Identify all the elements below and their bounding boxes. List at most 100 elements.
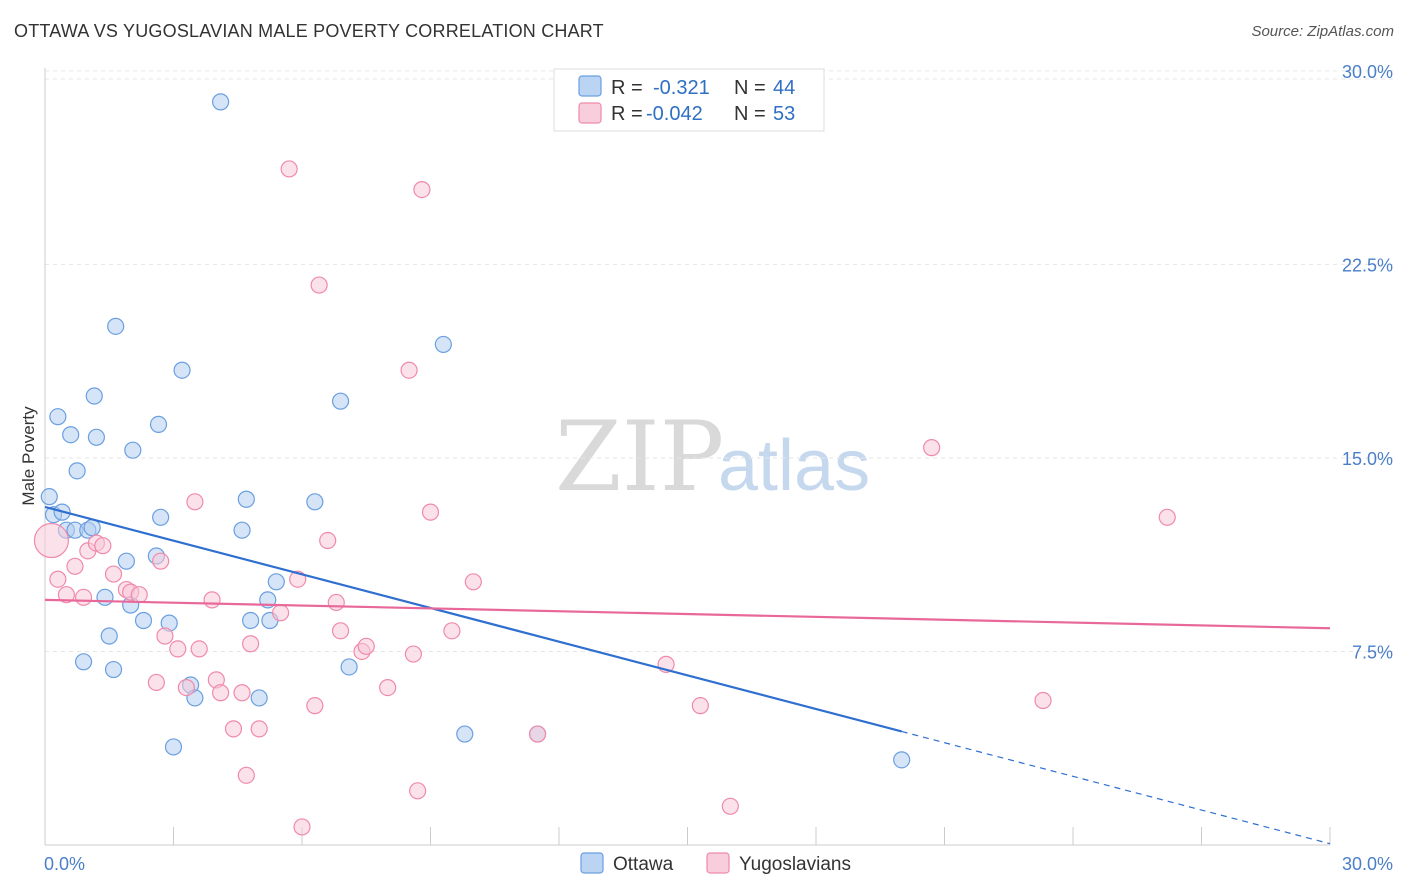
yugoslavians-point (156, 627, 174, 645)
y-tick-label: 7.5% (1352, 642, 1393, 662)
correlation-legend: R = -0.321 N = 44 R = -0.042 N = 53 (553, 68, 825, 132)
ottawa-point (83, 519, 101, 537)
x-tick-label-max: 30.0% (1342, 854, 1393, 874)
yugoslavians-point (190, 640, 208, 658)
ottawa-point (100, 627, 118, 645)
legend-r-value-yugoslavians: -0.042 (646, 103, 703, 125)
yugoslavians-point (224, 720, 243, 738)
ottawa-point (134, 611, 153, 630)
ottawa-point (434, 335, 452, 354)
ottawa-point (152, 508, 170, 526)
ottawa-point (233, 521, 251, 539)
chart-title: OTTAWA VS YUGOSLAVIAN MALE POVERTY CORRE… (14, 21, 604, 41)
yugoslavians-point (66, 557, 84, 575)
legend-item-ottawa: Ottawa (613, 854, 674, 875)
y-tick-label: 30.0% (1342, 62, 1393, 82)
trendlines (44, 505, 1331, 845)
legend-swatch-yugoslavians (578, 102, 602, 124)
ottawa-point (242, 611, 260, 630)
yugoslavians-point (443, 622, 461, 640)
ottawa-point (74, 653, 93, 671)
axes (44, 68, 1331, 846)
source-label: Source: ZipAtlas.com (1251, 23, 1394, 40)
legend-n-value-ottawa: 44 (773, 77, 795, 99)
yugoslavians-point (94, 537, 112, 555)
ottawa-point (85, 387, 103, 405)
yugoslavians-point (233, 684, 251, 702)
ottawa-point (331, 392, 350, 410)
yugoslavians-point (327, 593, 345, 612)
yugoslavians-point (237, 766, 255, 784)
yugoslavians-point (74, 588, 93, 606)
ottawa-point (149, 415, 168, 434)
series-legend: Ottawa Yugoslavians (580, 852, 851, 875)
ottawa-point (456, 725, 474, 743)
ottawa-point (107, 317, 125, 335)
legend-n-value-yugoslavians: 53 (773, 103, 795, 125)
ottawa-point (40, 488, 58, 506)
ottawa-point (68, 462, 86, 480)
ottawa-point (49, 408, 67, 426)
yugoslavians-point (421, 503, 440, 521)
yugoslavians-point (130, 586, 148, 604)
yugoslavians-point (923, 439, 941, 457)
ottawa-point (96, 588, 114, 606)
yugoslavians-point (691, 697, 709, 715)
watermark-atlas: atlas (718, 426, 870, 506)
yugoslavians-point (306, 697, 324, 715)
legend-r-label-ottawa: R = (611, 77, 643, 99)
yugoslavians-point (464, 573, 482, 591)
yugoslavians-point (528, 725, 547, 743)
ottawa-point (250, 689, 268, 707)
yugoslavians-point (250, 720, 268, 738)
yugoslavians-trendline (44, 598, 1331, 630)
ottawa-point (267, 573, 285, 591)
ottawa-point (306, 493, 324, 511)
yugoslavians-point (1034, 691, 1052, 710)
yugoslavians-point (404, 645, 422, 663)
ottawa-point (173, 361, 191, 379)
watermark-zip: ZIP (555, 401, 724, 513)
grid (45, 70, 1393, 652)
x-tick-label-min: 0.0% (44, 854, 85, 874)
y-tick-labels: 7.5% 15.0% 22.5% 30.0% (1342, 62, 1393, 663)
yugoslavians-point (319, 531, 337, 550)
yugoslavians-point (280, 160, 298, 178)
legend-r-label-yugoslavians: R = (611, 103, 643, 125)
ottawa-point (62, 426, 80, 444)
yugoslavians-point (357, 637, 375, 655)
y-axis-title: Male Poverty (19, 406, 38, 506)
yugoslavians-point (271, 604, 290, 622)
ottawa-point (104, 660, 123, 679)
legend-swatch-ottawa (578, 75, 602, 97)
yugoslavians-points (33, 160, 1176, 836)
yugoslavians-point (1158, 508, 1176, 526)
yugoslavians-point (310, 276, 328, 294)
ottawa-point (340, 658, 358, 676)
yugoslavians-point (33, 522, 70, 559)
ottawa-trendline-extension (901, 730, 1331, 845)
yugoslavians-point (409, 782, 427, 800)
yugoslavians-point (331, 622, 350, 640)
watermark: ZIP atlas (555, 401, 870, 513)
yugoslavians-point (212, 684, 230, 702)
yugoslavians-point (203, 591, 221, 609)
ottawa-point (164, 738, 183, 756)
yugoslavians-point (104, 565, 123, 583)
y-tick-label: 15.0% (1342, 449, 1393, 469)
yugoslavians-point (152, 552, 170, 570)
yugoslavians-point (147, 673, 165, 692)
yugoslavians-point (186, 493, 204, 511)
ottawa-point (893, 751, 911, 769)
yugoslavians-point (400, 361, 418, 379)
ottawa-point (212, 93, 230, 111)
ottawa-point (117, 552, 135, 570)
yugoslavians-point (721, 797, 739, 815)
yugoslavians-point (169, 640, 187, 658)
legend-item-yugoslavians: Yugoslavians (739, 854, 851, 875)
ottawa-point (237, 490, 255, 508)
yugoslavians-point (413, 180, 431, 199)
ottawa-point (87, 428, 106, 446)
ottawa-trendline (44, 505, 902, 733)
